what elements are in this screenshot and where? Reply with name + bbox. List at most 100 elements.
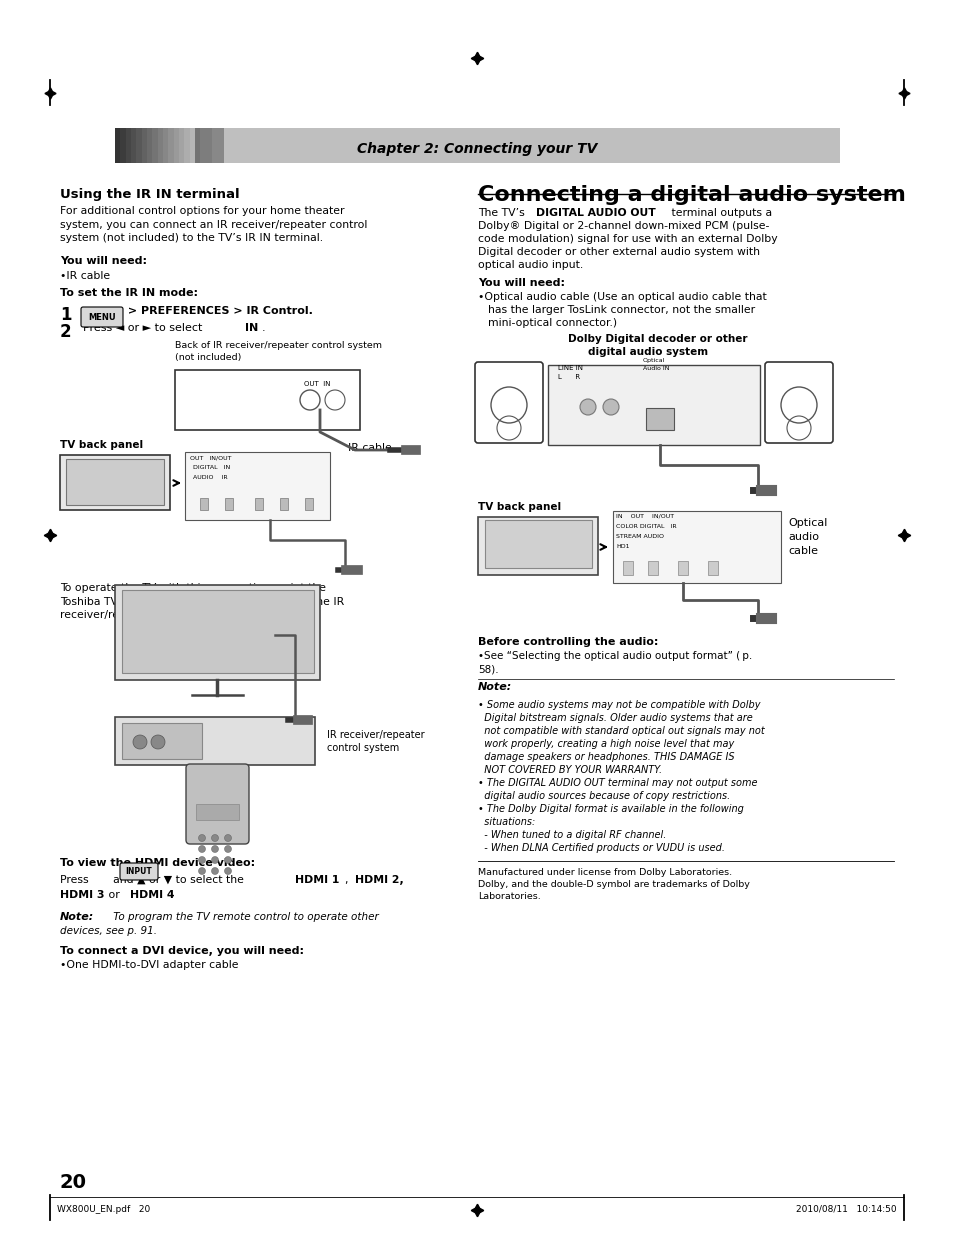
Bar xyxy=(369,128,380,163)
Bar xyxy=(157,128,163,163)
Circle shape xyxy=(602,399,618,415)
Text: To set the IR IN mode:: To set the IR IN mode: xyxy=(60,288,198,298)
Bar xyxy=(260,128,272,163)
Text: IR receiver/repeater: IR receiver/repeater xyxy=(327,730,424,740)
Text: - When tuned to a digital RF channel.: - When tuned to a digital RF channel. xyxy=(477,830,666,840)
Bar xyxy=(320,128,333,163)
Bar xyxy=(550,128,561,163)
Bar xyxy=(779,128,791,163)
Bar xyxy=(179,128,184,163)
Text: code modulation) signal for use with an external Dolby: code modulation) signal for use with an … xyxy=(477,233,777,245)
Bar xyxy=(731,128,742,163)
Bar xyxy=(586,128,598,163)
Bar xyxy=(719,128,731,163)
Bar xyxy=(574,128,586,163)
FancyBboxPatch shape xyxy=(764,362,832,443)
Bar xyxy=(489,128,501,163)
Text: WX800U_EN.pdf   20: WX800U_EN.pdf 20 xyxy=(57,1205,150,1214)
Text: HDMI 2,: HDMI 2, xyxy=(355,876,403,885)
Bar xyxy=(561,128,574,163)
Bar xyxy=(131,128,136,163)
Circle shape xyxy=(224,835,232,841)
Text: •See “Selecting the optical audio output format” ( p.: •See “Selecting the optical audio output… xyxy=(477,651,752,661)
Circle shape xyxy=(212,835,218,841)
Text: TV back panel: TV back panel xyxy=(477,501,560,513)
FancyBboxPatch shape xyxy=(186,764,249,844)
Circle shape xyxy=(151,735,165,748)
Circle shape xyxy=(224,857,232,863)
Text: Press       and ▲ or ▼ to select the: Press and ▲ or ▼ to select the xyxy=(60,876,247,885)
Text: To view the HDMI device video:: To view the HDMI device video: xyxy=(60,858,254,868)
Circle shape xyxy=(132,735,147,748)
Bar xyxy=(344,128,356,163)
Text: You will need:: You will need: xyxy=(60,256,147,266)
Text: NOT COVERED BY YOUR WARRANTY.: NOT COVERED BY YOUR WARRANTY. xyxy=(477,764,661,776)
Bar xyxy=(272,128,284,163)
Text: ,: , xyxy=(345,876,352,885)
Bar xyxy=(622,128,634,163)
Text: HDMI 1: HDMI 1 xyxy=(294,876,339,885)
Text: Note:: Note: xyxy=(60,911,94,923)
Text: DIGITAL   IN: DIGITAL IN xyxy=(193,466,230,471)
Text: 2: 2 xyxy=(60,324,71,341)
Bar xyxy=(767,128,779,163)
Bar xyxy=(416,128,429,163)
Bar xyxy=(60,454,170,510)
Circle shape xyxy=(198,857,205,863)
Text: COLOR DIGITAL   IR: COLOR DIGITAL IR xyxy=(616,524,676,529)
Text: To program the TV remote control to operate other: To program the TV remote control to oper… xyxy=(110,911,378,923)
Bar xyxy=(453,128,465,163)
Bar xyxy=(622,561,633,576)
Text: IR cable: IR cable xyxy=(348,443,392,453)
Circle shape xyxy=(212,857,218,863)
Bar xyxy=(803,128,815,163)
Text: situations:: situations: xyxy=(477,818,535,827)
Text: The TV’s: The TV’s xyxy=(477,207,528,219)
Text: • The Dolby Digital format is available in the following: • The Dolby Digital format is available … xyxy=(477,804,743,814)
Text: To connect a DVI device, you will need:: To connect a DVI device, you will need: xyxy=(60,946,304,956)
Bar xyxy=(305,498,313,510)
Text: •Optical audio cable (Use an optical audio cable that: •Optical audio cable (Use an optical aud… xyxy=(477,291,766,303)
Text: LINE IN: LINE IN xyxy=(558,366,582,370)
Bar xyxy=(742,128,755,163)
Text: Back of IR receiver/repeater control system: Back of IR receiver/repeater control sys… xyxy=(174,341,381,350)
Bar xyxy=(356,128,369,163)
Circle shape xyxy=(224,846,232,852)
Text: Audio IN: Audio IN xyxy=(642,366,669,370)
Text: Chapter 2: Connecting your TV: Chapter 2: Connecting your TV xyxy=(356,142,597,156)
Bar xyxy=(465,128,477,163)
Bar xyxy=(115,585,319,680)
Bar xyxy=(141,128,147,163)
Text: OUT   IN/OUT: OUT IN/OUT xyxy=(190,454,232,459)
Text: •IR cable: •IR cable xyxy=(60,270,110,282)
Bar xyxy=(147,128,152,163)
Bar xyxy=(405,128,416,163)
Text: • The DIGITAL AUDIO OUT terminal may not output some: • The DIGITAL AUDIO OUT terminal may not… xyxy=(477,778,757,788)
Bar xyxy=(537,128,550,163)
Text: Dolby Digital decoder or other: Dolby Digital decoder or other xyxy=(567,333,747,345)
Bar xyxy=(200,498,208,510)
Bar xyxy=(254,498,263,510)
Bar xyxy=(120,128,126,163)
Text: Optical: Optical xyxy=(642,358,664,363)
Bar xyxy=(827,128,840,163)
Bar xyxy=(501,128,514,163)
Text: devices, see p. 91.: devices, see p. 91. xyxy=(60,926,157,936)
Bar xyxy=(429,128,441,163)
Text: TV back panel: TV back panel xyxy=(60,440,143,450)
Text: Press ◄ or ► to select: Press ◄ or ► to select xyxy=(83,324,206,333)
Text: not compatible with standard optical out signals may not: not compatible with standard optical out… xyxy=(477,726,764,736)
Text: 58).: 58). xyxy=(477,664,498,674)
Text: (not included): (not included) xyxy=(174,353,241,362)
Text: .: . xyxy=(262,324,265,333)
Text: 1: 1 xyxy=(60,306,71,324)
Text: To operate the TV with this connection, point the
Toshiba TV remote control towa: To operate the TV with this connection, … xyxy=(60,583,344,620)
Bar xyxy=(185,452,330,520)
Bar xyxy=(477,128,489,163)
Text: 20: 20 xyxy=(60,1173,87,1192)
Bar xyxy=(647,561,658,576)
Text: HD1: HD1 xyxy=(616,543,629,550)
Bar xyxy=(175,128,188,163)
Bar xyxy=(122,590,314,673)
Bar xyxy=(66,459,164,505)
